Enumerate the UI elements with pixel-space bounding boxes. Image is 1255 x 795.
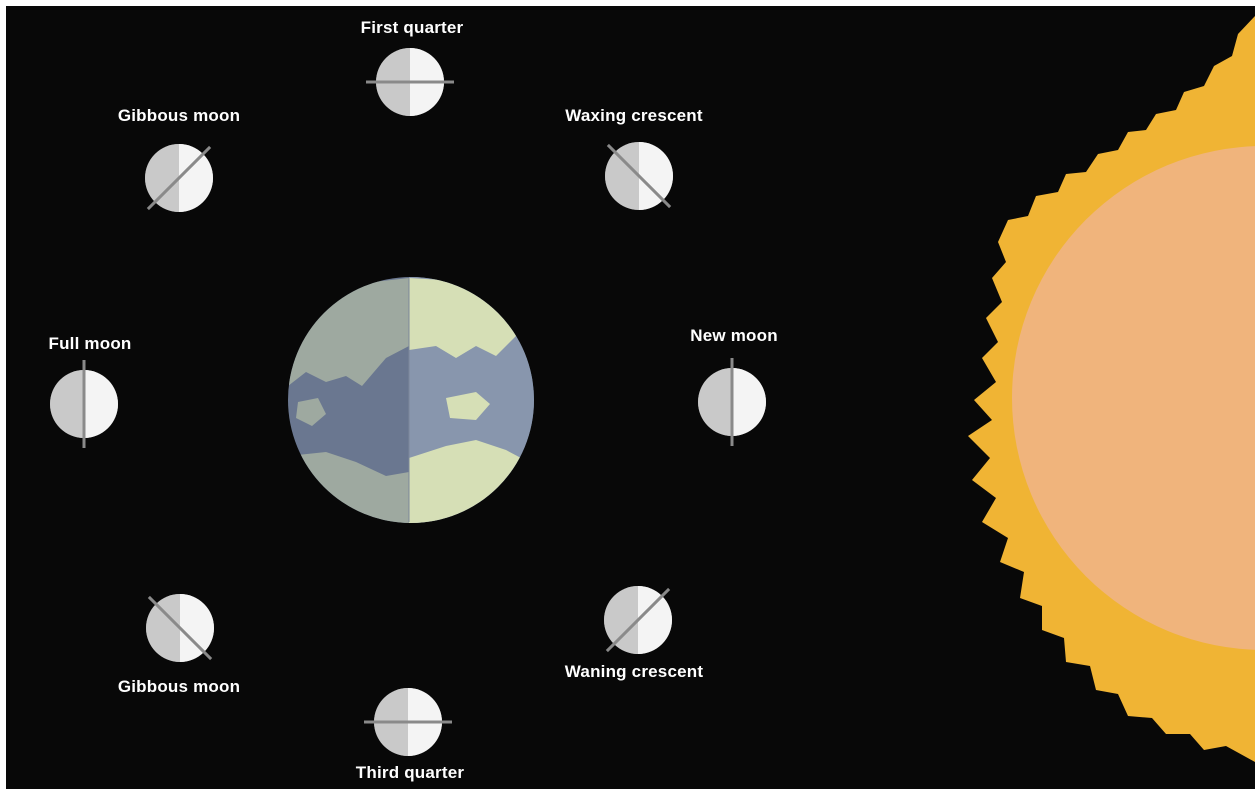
label-third-quarter: Third quarter	[355, 763, 465, 782]
moon-third-quarter	[364, 688, 452, 756]
orbit-axis-line	[606, 143, 672, 209]
sun	[968, 16, 1255, 762]
label-gibbous-moon-bottom: Gibbous moon	[117, 677, 241, 696]
moon-gibbous-bottom	[146, 594, 214, 662]
moon-gibbous-top	[145, 144, 213, 212]
moons-group	[50, 48, 766, 756]
sun-body	[1012, 146, 1255, 650]
label-new-moon: New moon	[690, 326, 778, 345]
orbit-axis-line	[146, 145, 212, 211]
orbit-axis-line	[147, 595, 213, 661]
moon-new	[698, 358, 766, 446]
diagram-canvas: First quarter Waxing crescent Gibbous mo…	[6, 6, 1255, 789]
label-gibbous-moon-top: Gibbous moon	[117, 106, 241, 125]
label-full-moon: Full moon	[48, 334, 132, 353]
moon-full	[50, 360, 118, 448]
moon-first-quarter	[366, 48, 454, 116]
moon-waxing-crescent	[605, 142, 673, 210]
moon-waning-crescent	[604, 586, 672, 654]
label-waning-crescent: Waning crescent	[564, 662, 704, 681]
earth	[288, 277, 534, 523]
orbit-axis-line	[605, 587, 671, 653]
label-waxing-crescent: Waxing crescent	[565, 106, 703, 125]
label-first-quarter: First quarter	[360, 18, 464, 37]
moon-phase-diagram	[50, 16, 1255, 762]
